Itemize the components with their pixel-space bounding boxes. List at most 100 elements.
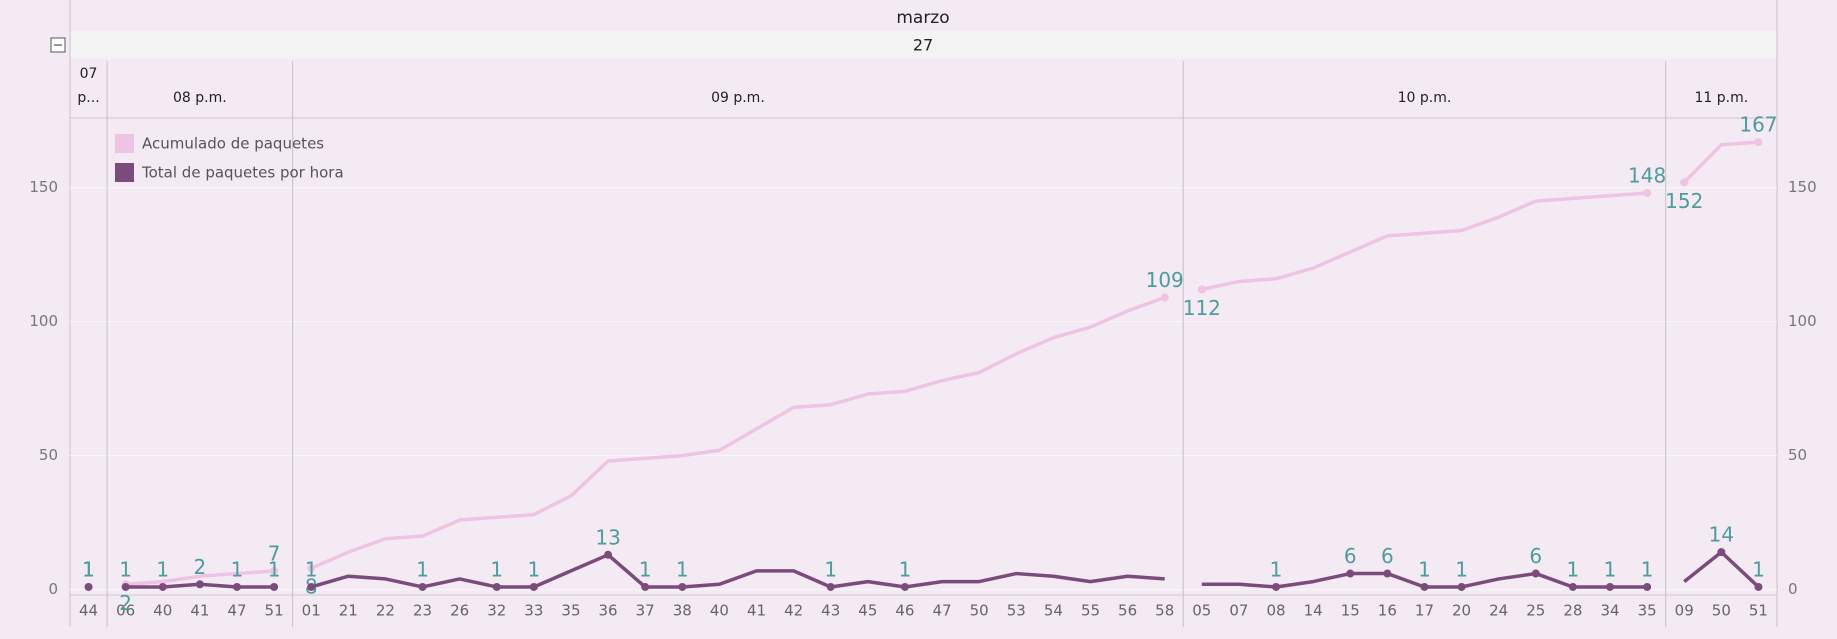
x-tick-label: 28 — [1563, 602, 1582, 620]
data-label: 1 — [156, 557, 169, 581]
hour-label: 08 p.m. — [173, 90, 227, 106]
point — [641, 582, 650, 591]
data-label: 1 — [268, 557, 281, 581]
data-label: 1 — [676, 557, 689, 581]
x-tick-label: 26 — [450, 602, 469, 620]
point — [1531, 569, 1540, 578]
x-tick-label: 33 — [524, 602, 543, 620]
x-tick-label: 05 — [1192, 602, 1211, 620]
month-header: marzo — [896, 8, 949, 28]
point — [158, 582, 167, 591]
series-line — [1682, 140, 1759, 184]
point — [1420, 582, 1429, 591]
legend-swatch — [115, 163, 134, 182]
data-label: 1 — [527, 557, 540, 581]
y2-tick-label: 100 — [1788, 312, 1817, 330]
y2-tick-label: 150 — [1788, 178, 1817, 196]
x-tick-label: 17 — [1415, 602, 1434, 620]
x-tick-label: 47 — [933, 602, 952, 620]
point — [195, 580, 204, 589]
hour-label: 09 p.m. — [711, 90, 765, 106]
data-label: 13 — [595, 525, 620, 549]
x-tick-label: 25 — [1526, 602, 1545, 620]
hour-label: 11 p.m. — [1694, 90, 1749, 106]
x-tick-label: 41 — [747, 602, 766, 620]
legend-label: Total de paquetes por hora — [141, 164, 344, 182]
x-tick-label: 35 — [1638, 602, 1657, 620]
hour-label: 07 p... — [77, 66, 100, 106]
x-tick-label: 15 — [1341, 602, 1360, 620]
point — [1754, 582, 1763, 591]
x-tick-label: 06 — [116, 602, 135, 620]
x-tick-label: 42 — [784, 602, 803, 620]
data-label: 1 — [305, 557, 318, 581]
data-label: 1 — [119, 557, 132, 581]
series-line — [1683, 550, 1760, 589]
point — [1680, 178, 1689, 187]
point — [418, 582, 427, 591]
data-label: 1 — [416, 557, 429, 581]
point — [84, 582, 93, 591]
x-tick-label: 22 — [376, 602, 395, 620]
y2-tick-label: 0 — [1788, 580, 1798, 598]
data-label: 1 — [82, 557, 95, 581]
x-tick-label: 36 — [599, 602, 618, 620]
x-tick-label: 55 — [1081, 602, 1100, 620]
legend-swatch — [115, 134, 134, 153]
data-label: 1 — [82, 557, 95, 581]
data-label: 152 — [1665, 189, 1703, 213]
y-tick-label: 100 — [29, 312, 58, 330]
point — [826, 582, 835, 591]
series-line — [125, 569, 275, 587]
point — [307, 564, 316, 573]
x-tick-label: 47 — [227, 602, 246, 620]
x-tick-label: 16 — [1378, 602, 1397, 620]
x-tick-label: 40 — [153, 602, 172, 620]
data-label: 1 — [824, 557, 837, 581]
point — [1457, 582, 1466, 591]
data-label: 1 — [639, 557, 652, 581]
x-tick-label: 09 — [1675, 602, 1694, 620]
x-tick-label: 14 — [1304, 602, 1323, 620]
x-tick-label: 08 — [1266, 602, 1285, 620]
x-tick-label: 07 — [1229, 602, 1248, 620]
series-line — [310, 295, 1166, 570]
x-tick-label: 24 — [1489, 602, 1508, 620]
point — [1197, 285, 1206, 294]
point — [604, 550, 613, 559]
point — [270, 582, 279, 591]
data-label: 1 — [1455, 557, 1468, 581]
point — [678, 582, 687, 591]
point — [1643, 189, 1652, 198]
x-tick-label: 23 — [413, 602, 432, 620]
x-tick-label: 50 — [970, 602, 989, 620]
y-tick-label: 50 — [39, 446, 58, 464]
data-label: 1 — [1270, 557, 1283, 581]
x-tick-label: 32 — [487, 602, 506, 620]
x-tick-label: 53 — [1007, 602, 1026, 620]
point — [1754, 138, 1763, 147]
point — [1272, 582, 1281, 591]
day-row — [70, 31, 1777, 59]
data-label: 7 — [268, 541, 281, 565]
hour-label: 10 p.m. — [1397, 90, 1452, 106]
point — [1643, 582, 1652, 591]
x-tick-label: 51 — [1749, 602, 1768, 620]
x-tick-label: 51 — [265, 602, 284, 620]
x-tick-label: 41 — [190, 602, 209, 620]
legend-label: Acumulado de paquetes — [142, 135, 324, 153]
point — [1160, 293, 1169, 302]
x-tick-label: 56 — [1118, 602, 1137, 620]
data-label: 1 — [231, 557, 244, 581]
data-label: 109 — [1146, 268, 1184, 292]
point — [1346, 569, 1355, 578]
x-tick-label: 21 — [339, 602, 358, 620]
point — [1717, 548, 1726, 557]
series-line — [310, 553, 1165, 589]
x-tick-label: 45 — [858, 602, 877, 620]
data-label: 1 — [490, 557, 503, 581]
x-tick-label: 35 — [561, 602, 580, 620]
data-label: 6 — [1529, 544, 1542, 568]
